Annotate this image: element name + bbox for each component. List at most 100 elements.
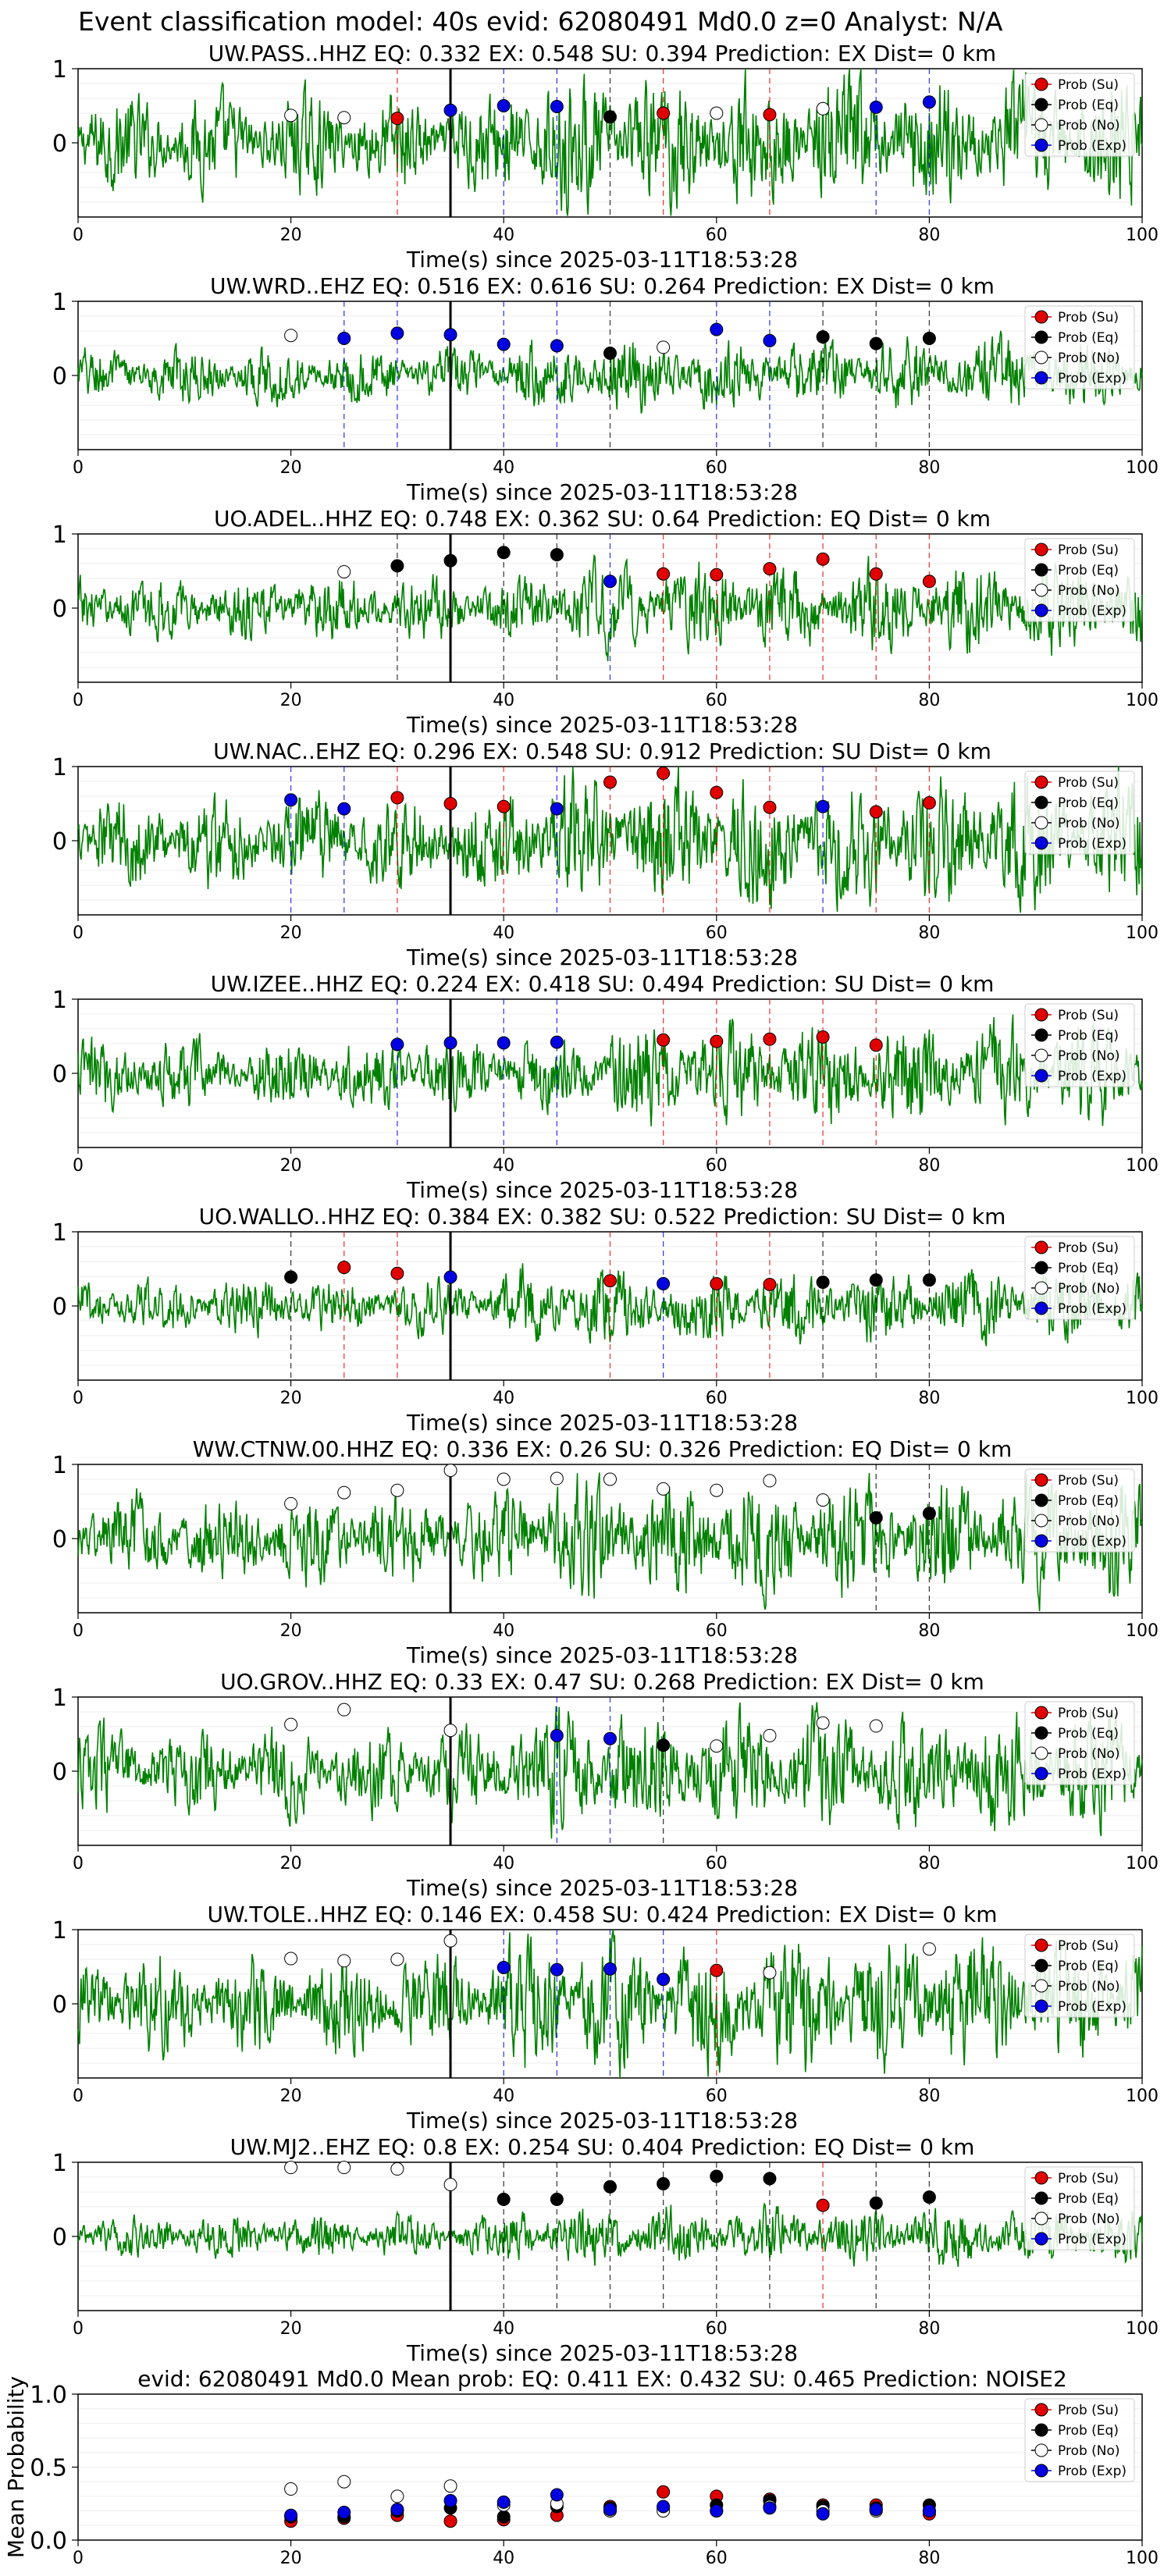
panel-8-legend-marker-No (1034, 1746, 1048, 1760)
panel-2-xtick-label: 100 (1126, 458, 1159, 478)
panel-3-legend-marker-Su (1034, 543, 1048, 557)
panel-9-legend-box (1024, 1934, 1135, 2018)
panel-11-xtick-label: 100 (1126, 2549, 1159, 2568)
panel-7-xtick-label: 60 (706, 1621, 728, 1641)
panel-9-xtick-label: 60 (706, 2087, 728, 2106)
panel-11-legend-marker-No (1034, 2443, 1048, 2457)
panel-8-xlabel: Time(s) since 2025-03-11T18:53:28 (406, 1875, 798, 1901)
panel-1-prob-point-Exp (497, 99, 511, 112)
panel-9-ytick-label: 1 (52, 1917, 67, 1944)
panel-8-prob-point-No (337, 1703, 351, 1717)
panel-7-title: WW.CTNW.00.HHZ EQ: 0.336 EX: 0.26 SU: 0.… (193, 1436, 1013, 1462)
panel-3-legend-box (1024, 538, 1135, 622)
panel-5-xtick-label: 20 (280, 1156, 302, 1176)
panel-1-xlabel: Time(s) since 2025-03-11T18:53:28 (406, 247, 798, 272)
panel-8-title: UO.GROV..HHZ EQ: 0.33 EX: 0.47 SU: 0.268… (220, 1669, 984, 1695)
panel-10-xtick-label: 100 (1126, 2319, 1159, 2339)
panel-5-prob-point-Su (816, 1030, 830, 1044)
panel-1-prob-point-Exp (443, 103, 457, 117)
panel-3-xtick-label: 40 (493, 691, 514, 710)
panel-4-legend-label-No: Prob (No) (1058, 816, 1120, 831)
panel-5-legend-label-Exp: Prob (Exp) (1058, 1069, 1127, 1084)
panel-4-legend-label-Eq: Prob (Eq) (1058, 795, 1119, 811)
panel-4-prob-point-Su (443, 797, 457, 810)
panel-5-waveform (77, 1014, 1143, 1126)
panel-2-xtick-label: 60 (706, 458, 728, 478)
panel-8-xtick-label: 0 (73, 1854, 84, 1873)
panel-11-ytick-label: 0.0 (30, 2528, 67, 2555)
panel-6-legend-label-No: Prob (No) (1058, 1281, 1120, 1297)
panel-11-mean-point-No (390, 2489, 404, 2503)
panel-6-prob-point-Su (763, 1277, 777, 1291)
panel-9-ytick-label: 0 (52, 1991, 67, 2019)
panel-8-ytick-label: 0 (52, 1759, 67, 1786)
panel-4-legend-label-Exp: Prob (Exp) (1058, 836, 1127, 852)
panel-4-prob-point-Exp (284, 793, 298, 807)
panel-2-prob-point-Eq (816, 330, 830, 344)
panel-4-xtick-label: 0 (73, 923, 84, 943)
panel-9-prob-point-No (922, 1942, 936, 1956)
panel-8-xtick-label: 40 (493, 1854, 514, 1873)
panel-5-legend-marker-Su (1034, 1008, 1048, 1022)
panel-5-legend-marker-Exp (1034, 1069, 1048, 1083)
panel-7-prob-point-Eq (922, 1507, 936, 1521)
panel-2-title: UW.WRD..EHZ EQ: 0.516 EX: 0.616 SU: 0.26… (210, 273, 995, 299)
panel-8-prob-point-No (869, 1719, 883, 1733)
panel-4-legend-label-Su: Prob (Su) (1058, 775, 1119, 791)
panel-4-ytick-label: 0 (52, 828, 67, 856)
panel-2-prob-point-Exp (390, 326, 404, 340)
panel-11-legend-box (1024, 2398, 1135, 2482)
panel-9-legend-label-Eq: Prob (Eq) (1058, 1959, 1119, 1974)
panel-3-legend-marker-Exp (1034, 603, 1048, 617)
panel-1-ytick-label: 1 (52, 56, 67, 84)
panel-1-prob-point-Su (390, 112, 404, 126)
panel-2: UW.WRD..EHZ EQ: 0.516 EX: 0.616 SU: 0.26… (52, 273, 1159, 505)
panel-4: UW.NAC..EHZ EQ: 0.296 EX: 0.548 SU: 0.91… (52, 738, 1159, 970)
panel-10-prob-point-Eq (550, 2193, 564, 2206)
panel-3: UO.ADEL..HHZ EQ: 0.748 EX: 0.362 SU: 0.6… (52, 506, 1159, 738)
panel-9-prob-point-Exp (603, 1962, 617, 1976)
panel-10-ytick-label: 0 (52, 2224, 67, 2251)
panel-2-prob-point-Exp (337, 332, 351, 345)
panel-6-prob-point-Su (603, 1274, 617, 1288)
panel-1-legend-marker-Exp (1034, 138, 1048, 152)
panel-3-legend-marker-Eq (1034, 563, 1048, 577)
panel-3-legend-marker-No (1034, 583, 1048, 597)
panel-1: UW.PASS..HHZ EQ: 0.332 EX: 0.548 SU: 0.3… (52, 41, 1159, 272)
panel-2-prob-point-No (284, 329, 298, 343)
panel-7-xtick-label: 0 (73, 1621, 84, 1641)
panel-7-ytick-label: 1 (52, 1452, 67, 1479)
panel-1-legend-marker-Su (1034, 77, 1048, 91)
panel-9-legend-marker-No (1034, 1979, 1048, 1993)
panel-10-legend-marker-Eq (1034, 2191, 1048, 2205)
panel-7-prob-point-No (657, 1482, 671, 1496)
panel-4-waveform (77, 766, 1143, 913)
panel-11-xtick-label: 60 (706, 2549, 728, 2568)
panel-7-xtick-label: 20 (280, 1621, 302, 1641)
panel-4-title: UW.NAC..EHZ EQ: 0.296 EX: 0.548 SU: 0.91… (213, 738, 991, 764)
panel-1-legend-marker-No (1034, 118, 1048, 132)
panel-1-prob-point-Eq (603, 110, 617, 124)
panel-2-prob-point-Exp (443, 328, 457, 342)
panel-2-xtick-label: 0 (73, 458, 84, 478)
panel-11-xtick-label: 20 (280, 2549, 302, 2568)
panel-10-prob-point-Eq (922, 2190, 936, 2204)
panel-4-ytick-label: 1 (52, 754, 67, 781)
panel-10-legend-marker-No (1034, 2211, 1048, 2226)
panel-11-mean-point-Exp (710, 2504, 724, 2518)
panel-1-legend-marker-Eq (1034, 98, 1048, 112)
panel-8-xtick-label: 80 (918, 1854, 940, 1873)
panel-5-xtick-label: 80 (918, 1156, 940, 1176)
panel-7-legend-marker-No (1034, 1514, 1048, 1528)
panel-11-mean-point-No (284, 2482, 298, 2496)
panel-9-prob-point-No (443, 1934, 457, 1948)
panel-1-prob-point-No (337, 111, 351, 125)
panel-8-legend-box (1024, 1701, 1135, 1785)
panel-2-prob-point-No (657, 340, 671, 354)
panel-5-legend-label-Eq: Prob (Eq) (1058, 1028, 1119, 1044)
panel-10-xtick-label: 80 (918, 2319, 940, 2339)
panel-6-prob-point-Eq (922, 1273, 936, 1287)
panel-8-legend-label-Exp: Prob (Exp) (1058, 1767, 1127, 1782)
panel-4-xtick-label: 20 (280, 923, 302, 943)
panel-5-legend-marker-No (1034, 1048, 1048, 1062)
